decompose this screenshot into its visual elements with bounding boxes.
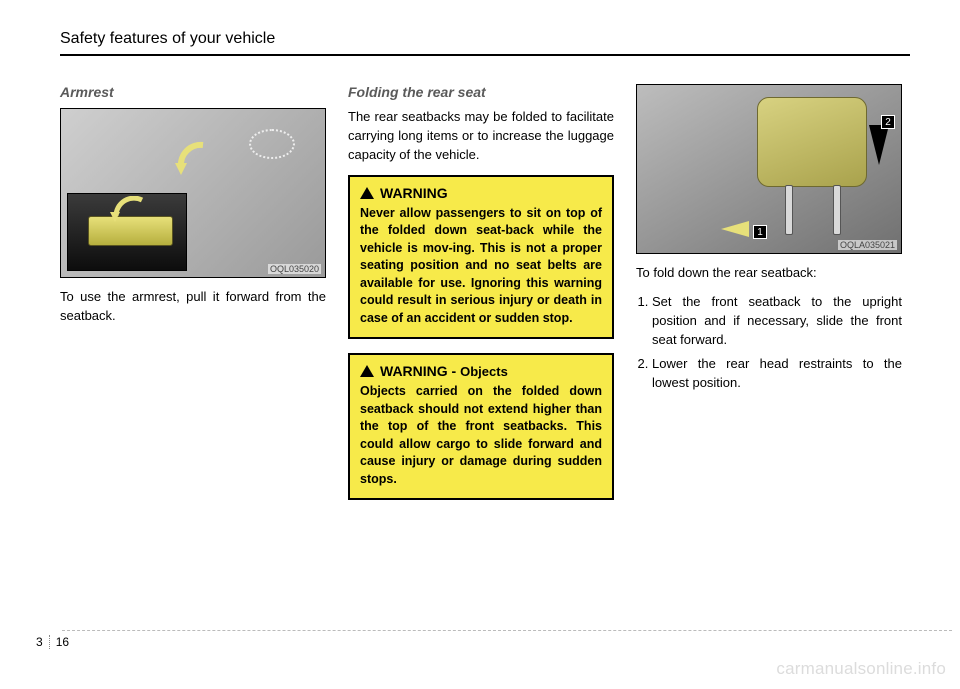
- fold-step-1: Set the front seatback to the upright po…: [652, 293, 902, 350]
- headrest-post: [833, 185, 841, 235]
- page-footer: 3 16: [36, 635, 69, 649]
- headrest-shape: [757, 97, 867, 187]
- figure-armrest: OQL035020: [60, 108, 326, 278]
- page-header-title: Safety features of your vehicle: [60, 30, 910, 48]
- chapter-number: 3: [36, 635, 50, 649]
- warning-2-title: WARNING - Objects: [380, 363, 508, 379]
- column-fold-steps: 1 2 OQLA035021 To fold down the rear sea…: [636, 84, 902, 514]
- content-columns: Armrest OQL035020 To use the armrest,: [60, 84, 910, 514]
- headrest-post: [785, 185, 793, 235]
- warning-triangle-icon: [360, 187, 374, 199]
- column-armrest: Armrest OQL035020 To use the armrest,: [60, 84, 326, 514]
- heading-folding: Folding the rear seat: [348, 84, 614, 100]
- warning-box-2: WARNING - Objects Objects carried on the…: [348, 353, 614, 500]
- watermark: carmanualsonline.info: [776, 659, 946, 679]
- fold-steps-list: Set the front seatback to the upright po…: [636, 293, 902, 393]
- armrest-body: To use the armrest, pull it forward from…: [60, 288, 326, 326]
- dotted-circle: [249, 129, 295, 159]
- warning-box-1: WARNING Never allow passengers to sit on…: [348, 175, 614, 340]
- figure-label-2: OQLA035021: [838, 240, 897, 250]
- warning-triangle-icon: [360, 365, 374, 377]
- callout-1: 1: [753, 225, 767, 239]
- folding-intro: The rear seatbacks may be folded to faci…: [348, 108, 614, 165]
- fold-lead: To fold down the rear seatback:: [636, 264, 902, 283]
- page-number: 16: [56, 635, 69, 649]
- callout-2: 2: [881, 115, 895, 129]
- warning-2-title-main: WARNING -: [380, 363, 460, 379]
- figure-inset: [67, 193, 187, 271]
- warning-2-head: WARNING - Objects: [360, 363, 602, 379]
- fold-step-2: Lower the rear head restraints to the lo…: [652, 355, 902, 393]
- warning-2-subtitle: Objects: [460, 364, 508, 379]
- left-arrow-icon: [721, 221, 749, 237]
- header-rule: [60, 54, 910, 56]
- figure-headrest: 1 2 OQLA035021: [636, 84, 902, 254]
- warning-1-title: WARNING: [380, 185, 448, 201]
- warning-1-head: WARNING: [360, 185, 602, 201]
- column-folding: Folding the rear seat The rear seatbacks…: [348, 84, 614, 514]
- curved-arrow-small-icon: [108, 196, 148, 222]
- warning-1-body: Never allow passengers to sit on top of …: [360, 205, 602, 328]
- footer-dashed-rule: [62, 630, 952, 631]
- curved-arrow-icon: [173, 139, 213, 179]
- down-arrow-icon: [869, 125, 889, 165]
- heading-armrest: Armrest: [60, 84, 326, 100]
- warning-2-body: Objects carried on the folded down seatb…: [360, 383, 602, 488]
- figure-label: OQL035020: [268, 264, 321, 274]
